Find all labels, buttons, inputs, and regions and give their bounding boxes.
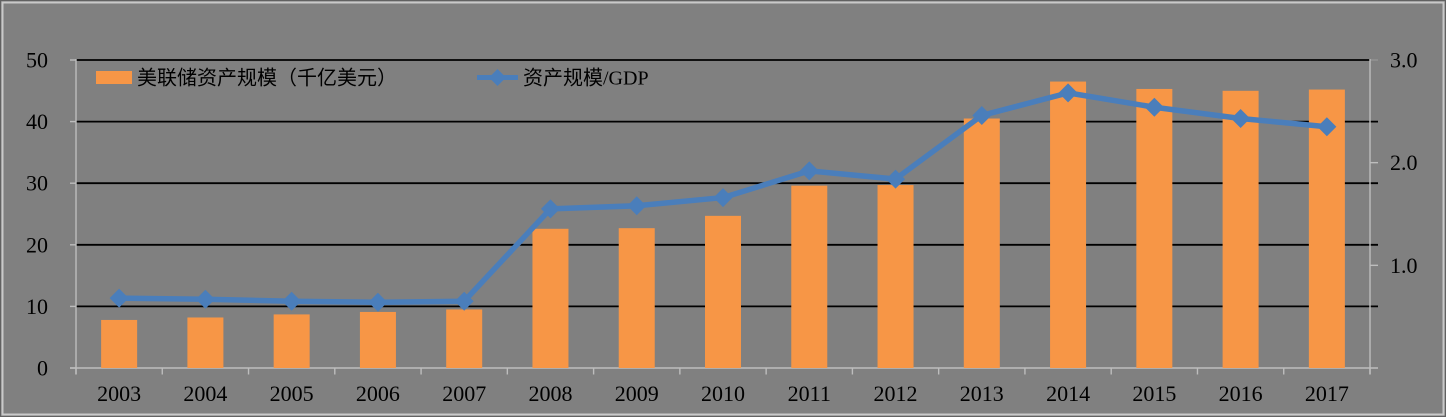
marker-2005 (282, 291, 302, 311)
bar-2006 (359, 311, 396, 368)
marker-2007 (454, 291, 474, 311)
right-axis-label-3.0: 3.0 (1390, 48, 1418, 73)
marker-2013 (972, 105, 992, 125)
axis-labels: 0 10 20 30 40 50 1.0 2.0 3.0 2003 2004 2005 2006 2007… (26, 48, 1418, 407)
left-axis-label-20: 20 (26, 232, 48, 257)
marker-2016 (1231, 109, 1251, 129)
marker-2004 (195, 289, 215, 309)
legend-label-line-series: 资产规模/GDP (523, 67, 649, 90)
marker-2010 (713, 188, 733, 208)
x-axis-label-2010: 2010 (701, 381, 745, 406)
x-axis-label-2011: 2011 (788, 381, 831, 406)
x-axis-label-2014: 2014 (1046, 381, 1090, 406)
bar-2015 (1136, 88, 1173, 369)
x-axis-label-2013: 2013 (960, 381, 1004, 406)
bar-2012 (877, 185, 914, 368)
bar-2009 (618, 228, 655, 368)
x-axis-label-2015: 2015 (1132, 381, 1176, 406)
bar-2007 (446, 309, 483, 368)
right-axis-label-1.0: 1.0 (1390, 253, 1418, 278)
line-series (109, 83, 1337, 312)
x-axis-label-2007: 2007 (442, 381, 486, 406)
x-axis-label-2009: 2009 (615, 381, 659, 406)
marker-2017 (1317, 117, 1337, 137)
bar-2011 (791, 185, 828, 368)
x-axis-label-2006: 2006 (356, 381, 400, 406)
x-axis-label-2016: 2016 (1219, 381, 1263, 406)
left-axis-label-30: 30 (26, 171, 48, 196)
marker-2003 (109, 288, 129, 308)
marker-2011 (799, 161, 819, 181)
bar-2008 (532, 228, 569, 368)
bar-2005 (273, 314, 310, 368)
x-axis-label-2004: 2004 (183, 381, 227, 406)
left-axis-label-40: 40 (26, 109, 48, 134)
bar-2014 (1050, 81, 1087, 368)
bar-2003 (101, 319, 138, 368)
left-axis-label-0: 0 (37, 356, 48, 381)
x-axis-label-2017: 2017 (1305, 381, 1349, 406)
legend: 美联储资产规模（千亿美元） 资产规模/GDP (96, 67, 649, 90)
legend-label-bar-series: 美联储资产规模（千亿美元） (137, 67, 397, 90)
marker-2015 (1144, 97, 1164, 117)
left-axis-label-10: 10 (26, 294, 48, 319)
x-axis-label-2008: 2008 (528, 381, 572, 406)
marker-2008 (540, 199, 560, 219)
marker-2009 (627, 196, 647, 216)
x-axis-label-2005: 2005 (270, 381, 314, 406)
bar-2013 (963, 118, 1000, 369)
legend-bar-swatch (96, 71, 132, 84)
legend-diamond-icon (489, 69, 506, 86)
marker-2012 (886, 169, 906, 189)
right-axis-label-2.0: 2.0 (1390, 150, 1418, 175)
bar-2010 (705, 215, 741, 368)
marker-2006 (368, 292, 388, 312)
left-axis-label-50: 50 (26, 48, 48, 73)
bar-2016 (1222, 90, 1259, 369)
x-axis-label-2012: 2012 (874, 381, 918, 406)
bar-2004 (187, 317, 224, 368)
marker-2014 (1058, 83, 1078, 103)
x-axis-label-2003: 2003 (97, 381, 141, 406)
bar-series (101, 81, 1345, 369)
